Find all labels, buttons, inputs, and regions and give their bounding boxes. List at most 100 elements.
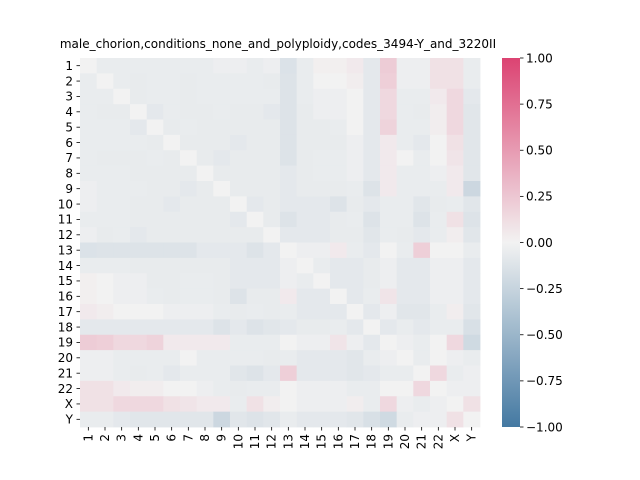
heatmap-cell-6-18 [363, 134, 381, 151]
heatmap-cell-X-3 [113, 396, 131, 413]
heatmap-cell-11-7 [180, 211, 198, 228]
heatmap-cell-X-4 [130, 396, 148, 413]
heatmap-cell-2-10 [230, 73, 248, 90]
heatmap-cell-15-6 [163, 273, 181, 290]
heatmap-cell-11-15 [313, 211, 331, 228]
heatmap-cell-21-13 [280, 365, 298, 382]
heatmap-cell-21-21 [413, 365, 431, 382]
heatmap-cell-5-13 [280, 119, 298, 136]
heatmap-cell-17-15 [313, 304, 331, 320]
heatmap-cell-20-16 [330, 350, 348, 366]
heatmap-cell-X-21 [413, 396, 431, 413]
heatmap-cell-8-17 [346, 165, 364, 182]
heatmap-cell-19-6 [163, 334, 181, 351]
heatmap-cell-Y-21 [413, 411, 431, 428]
heatmap-cell-11-20 [396, 211, 414, 228]
heatmap-cell-8-8 [196, 165, 214, 182]
y-tick-label: 13 [58, 243, 73, 257]
heatmap-cell-11-Y [463, 211, 481, 228]
heatmap-cell-7-18 [363, 150, 381, 167]
heatmap-cell-4-X [446, 104, 464, 120]
heatmap-cell-4-1 [80, 104, 98, 120]
heatmap-cell-12-2 [96, 227, 114, 243]
x-tick-label: 14 [298, 434, 312, 449]
heatmap-cell-19-21 [413, 334, 431, 351]
heatmap-cell-Y-4 [130, 411, 148, 428]
heatmap-cell-11-13 [280, 211, 298, 228]
heatmap-cell-7-8 [196, 150, 214, 167]
heatmap-cell-22-12 [263, 380, 281, 397]
colorbar-tick-label: 0.75 [526, 97, 553, 111]
heatmap-cell-16-4 [130, 288, 148, 305]
heatmap-cell-9-21 [413, 181, 431, 197]
heatmap-cell-10-20 [396, 196, 414, 213]
heatmap-cell-19-X [446, 334, 464, 351]
heatmap-cell-5-20 [396, 119, 414, 136]
heatmap-cell-16-14 [296, 288, 314, 305]
heatmap-cell-18-10 [230, 319, 248, 336]
heatmap-cell-21-10 [230, 365, 248, 382]
chart-title: male_chorion,conditions_none_and_polyplo… [60, 37, 496, 51]
heatmap-cell-8-10 [230, 165, 248, 182]
heatmap-cell-5-11 [246, 119, 264, 136]
heatmap-cell-2-15 [313, 73, 331, 90]
colorbar-tick-label: 0.25 [526, 190, 553, 204]
heatmap-cell-14-21 [413, 257, 431, 274]
heatmap-cell-19-14 [296, 334, 314, 351]
heatmap-cell-3-21 [413, 88, 431, 105]
heatmap-cell-3-19 [380, 88, 398, 105]
heatmap-cell-5-Y [463, 119, 481, 136]
heatmap-cell-1-21 [413, 58, 431, 74]
heatmap-cell-3-11 [246, 88, 264, 105]
heatmap-cell-10-19 [380, 196, 398, 213]
heatmap-cell-11-10 [230, 211, 248, 228]
heatmap-cell-14-6 [163, 257, 181, 274]
heatmap-cell-13-15 [313, 242, 331, 259]
y-tick-label: 2 [65, 74, 73, 88]
heatmap-cell-18-18 [363, 319, 381, 336]
heatmap-cell-X-17 [346, 396, 364, 413]
x-tick-label: 13 [281, 434, 295, 449]
heatmap-cell-7-6 [163, 150, 181, 167]
heatmap-cell-17-12 [263, 304, 281, 320]
heatmap-cell-19-3 [113, 334, 131, 351]
heatmap-cell-10-1 [80, 196, 98, 213]
heatmap-cell-4-8 [196, 104, 214, 120]
heatmap-cell-X-7 [180, 396, 198, 413]
heatmap-cell-5-4 [130, 119, 148, 136]
y-tick-label: 9 [65, 182, 73, 196]
heatmap-cell-12-21 [413, 227, 431, 243]
heatmap-cell-2-18 [363, 73, 381, 90]
heatmap-cell-12-6 [163, 227, 181, 243]
heatmap-cell-12-20 [396, 227, 414, 243]
heatmap-cell-20-6 [163, 350, 181, 366]
heatmap-cell-6-9 [213, 134, 231, 151]
heatmap-cell-7-10 [230, 150, 248, 167]
heatmap-cell-12-19 [380, 227, 398, 243]
heatmap-cell-10-11 [246, 196, 264, 213]
heatmap-cell-14-4 [130, 257, 148, 274]
heatmap-cell-X-10 [230, 396, 248, 413]
x-tick-label: Y [465, 433, 479, 442]
heatmap-cell-7-1 [80, 150, 98, 167]
heatmap-cell-21-Y [463, 365, 481, 382]
heatmap-cell-2-1 [80, 73, 98, 90]
heatmap-cell-X-22 [430, 396, 448, 413]
heatmap-cell-4-21 [413, 104, 431, 120]
heatmap-cell-5-18 [363, 119, 381, 136]
heatmap-cell-1-X [446, 58, 464, 74]
heatmap-cell-14-19 [380, 257, 398, 274]
heatmap-cell-7-15 [313, 150, 331, 167]
heatmap-cell-5-8 [196, 119, 214, 136]
heatmap-cell-Y-19 [380, 411, 398, 428]
heatmap-cell-15-10 [230, 273, 248, 290]
heatmap-cell-21-1 [80, 365, 98, 382]
heatmap-cell-20-1 [80, 350, 98, 366]
heatmap-cell-16-15 [313, 288, 331, 305]
heatmap-cell-16-11 [246, 288, 264, 305]
heatmap-cell-22-1 [80, 380, 98, 397]
heatmap-cell-7-17 [346, 150, 364, 167]
colorbar-tick-label: 0.50 [526, 144, 553, 158]
heatmap-cell-2-8 [196, 73, 214, 90]
